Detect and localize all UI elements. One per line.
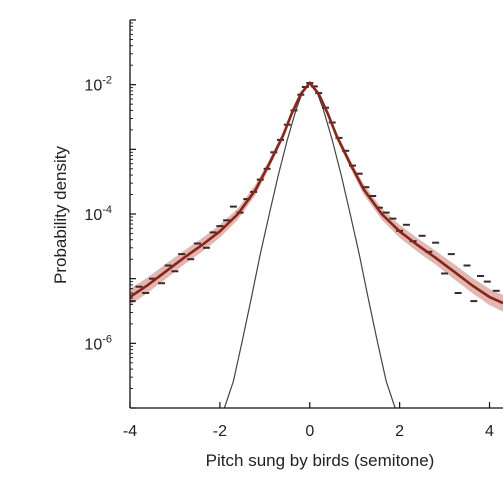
y-tick-label: 10-4 (84, 204, 112, 224)
fit-band-layer (130, 80, 503, 312)
gaussian-layer (223, 82, 396, 408)
fit-line-layer (130, 81, 503, 305)
x-tick-label: 4 (485, 423, 494, 440)
x-tick-label: 0 (305, 423, 314, 440)
fit-line (130, 81, 503, 305)
y-tick-label: 10-6 (84, 333, 112, 353)
data-points-layer (130, 82, 500, 303)
gaussian-curve (223, 82, 396, 408)
x-axis-label: Pitch sung by birds (semitone) (206, 451, 435, 470)
y-tick-label: 10-2 (84, 75, 112, 95)
axes-layer (129, 19, 503, 409)
fit-confidence-band (130, 80, 503, 312)
x-tick-label: 2 (395, 423, 404, 440)
y-axis-label: Probability density (51, 146, 70, 284)
tick-labels-layer: -4 -2 0 2 4 10-2 10-4 10-6 (84, 75, 494, 440)
x-tick-label: -4 (123, 423, 137, 440)
x-tick-label: -2 (213, 423, 227, 440)
